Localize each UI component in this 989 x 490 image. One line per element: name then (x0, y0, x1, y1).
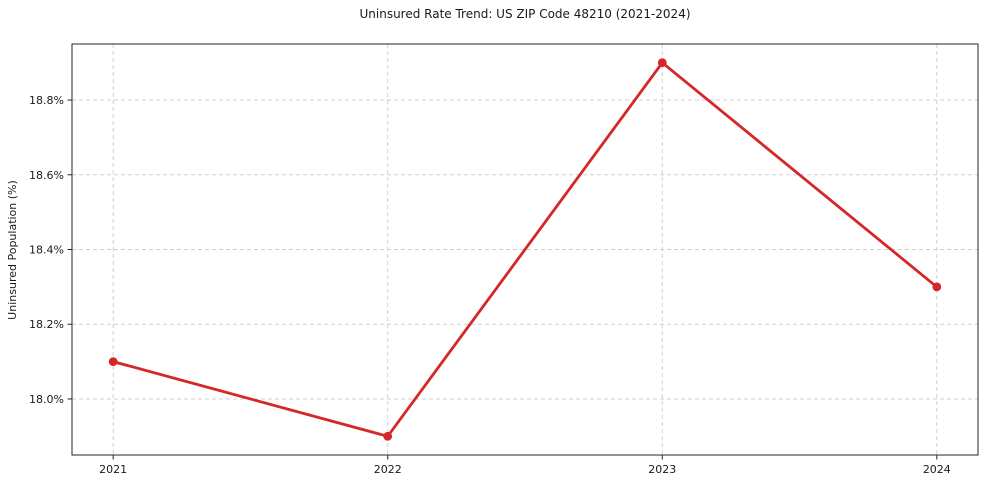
y-tick-label: 18.4% (29, 244, 64, 257)
x-tick-label: 2024 (923, 463, 951, 476)
y-tick-label: 18.2% (29, 318, 64, 331)
axis-tick-labels: 18.0% 18.2% 18.4% 18.6% 18.8% 2021 2022 2023 202… (29, 94, 951, 476)
trend-line (111, 61, 939, 438)
x-tick-label: 2023 (648, 463, 676, 476)
data-point-2024 (932, 282, 942, 292)
y-tick-label: 18.6% (29, 169, 64, 182)
y-tick-label: 18.8% (29, 94, 64, 107)
chart-title: Uninsured Rate Trend: US ZIP Code 48210 … (359, 7, 691, 21)
y-tick-label: 18.0% (29, 393, 64, 406)
x-tick-label: 2022 (374, 463, 402, 476)
data-point-2021 (108, 357, 118, 366)
data-point-2023 (657, 58, 667, 68)
axis-ticks (67, 99, 938, 460)
data-series (108, 58, 942, 441)
x-tick-label: 2021 (99, 463, 127, 476)
gridlines (72, 44, 978, 455)
data-point-2022 (383, 431, 393, 441)
